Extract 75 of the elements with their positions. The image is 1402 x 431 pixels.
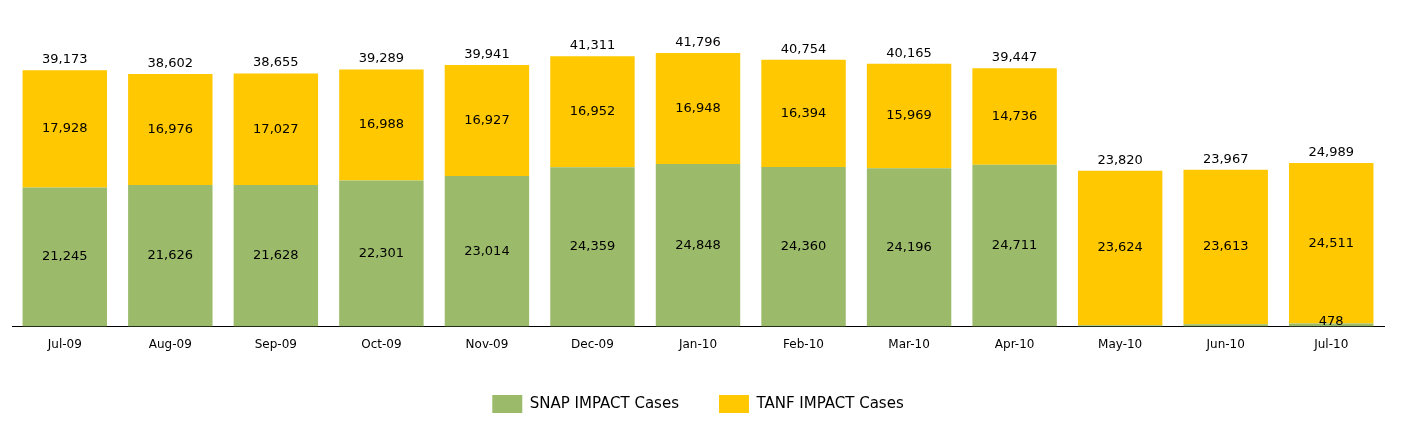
bar [1077, 170, 1163, 326]
data-label: 16,927 [464, 111, 510, 127]
bar [972, 68, 1057, 165]
total-label: 39,941 [464, 45, 510, 61]
bar [339, 180, 424, 327]
legend-label: TANF IMPACT Cases [755, 393, 904, 412]
data-label: 15,969 [886, 107, 932, 123]
x-tick-label: Mar-10 [888, 336, 930, 351]
x-tick-label: Nov-09 [465, 336, 509, 351]
x-tick-label: May-10 [1098, 336, 1143, 351]
bar [339, 69, 424, 181]
data-label: 21,245 [42, 248, 88, 264]
data-label: 14,736 [991, 107, 1038, 123]
bar [233, 185, 319, 327]
total-label: 24,989 [1308, 143, 1354, 159]
total-label: 39,447 [991, 49, 1038, 65]
bar [22, 70, 107, 188]
data-label: 21,626 [147, 247, 194, 263]
total-label: 41,311 [569, 37, 616, 53]
total-label: 39,289 [358, 50, 405, 66]
bar [655, 163, 741, 327]
x-tick-label: Dec-09 [571, 336, 614, 351]
x-tick-label: Oct-09 [361, 336, 402, 351]
bar [655, 52, 741, 164]
x-tick-label: Jan-10 [677, 336, 718, 351]
data-label: 23,613 [1202, 238, 1249, 254]
data-label: 17,928 [42, 120, 88, 136]
bar [1289, 163, 1374, 324]
x-tick-label: Jun-10 [1205, 336, 1245, 351]
x-tick-label: Jul-09 [46, 336, 82, 351]
data-label: 16,394 [780, 104, 827, 120]
total-label: 38,602 [147, 54, 194, 70]
x-tick-label: Jul-10 [1313, 336, 1349, 351]
data-label: 22,301 [358, 244, 405, 260]
total-label: 23,820 [1097, 151, 1143, 167]
data-label: 478 [1318, 312, 1344, 328]
data-label: 16,952 [569, 103, 616, 119]
bar [972, 164, 1057, 327]
bar [761, 167, 846, 327]
x-tick-label: Sep-09 [254, 336, 297, 351]
data-label: 17,027 [253, 120, 299, 136]
data-label: 23,014 [464, 242, 510, 258]
bar [128, 185, 213, 327]
total-label: 23,967 [1202, 150, 1249, 166]
bar [128, 73, 213, 186]
data-label: 24,196 [886, 238, 932, 254]
total-label: 39,173 [42, 51, 88, 67]
total-label: 41,796 [675, 33, 721, 49]
bar [444, 175, 530, 327]
total-label: 38,655 [253, 54, 299, 70]
x-tick-label: Feb-10 [783, 336, 824, 351]
bar [444, 65, 530, 176]
total-label: 40,754 [780, 40, 827, 56]
bar [866, 63, 952, 169]
data-label: 24,360 [780, 238, 827, 254]
data-label: 16,988 [358, 116, 405, 132]
bar [761, 59, 846, 168]
x-tick-label: Apr-10 [994, 336, 1035, 351]
bar [550, 167, 635, 327]
bar [866, 168, 952, 327]
data-label: 16,948 [675, 99, 721, 115]
x-tick-label: Aug-09 [148, 336, 192, 351]
data-label: 24,359 [569, 238, 616, 254]
data-label: 24,511 [1308, 234, 1354, 250]
data-label: 24,848 [675, 236, 721, 252]
data-label: 23,624 [1097, 239, 1143, 255]
bar [22, 187, 107, 327]
data-label: 21,628 [253, 247, 299, 263]
bar [1183, 169, 1268, 325]
bar [233, 73, 319, 186]
data-label: 24,711 [991, 237, 1038, 253]
data-label: 16,976 [147, 120, 194, 136]
total-label: 40,165 [886, 44, 932, 60]
bar [550, 56, 635, 168]
legend-label: SNAP IMPACT Cases [529, 393, 680, 412]
